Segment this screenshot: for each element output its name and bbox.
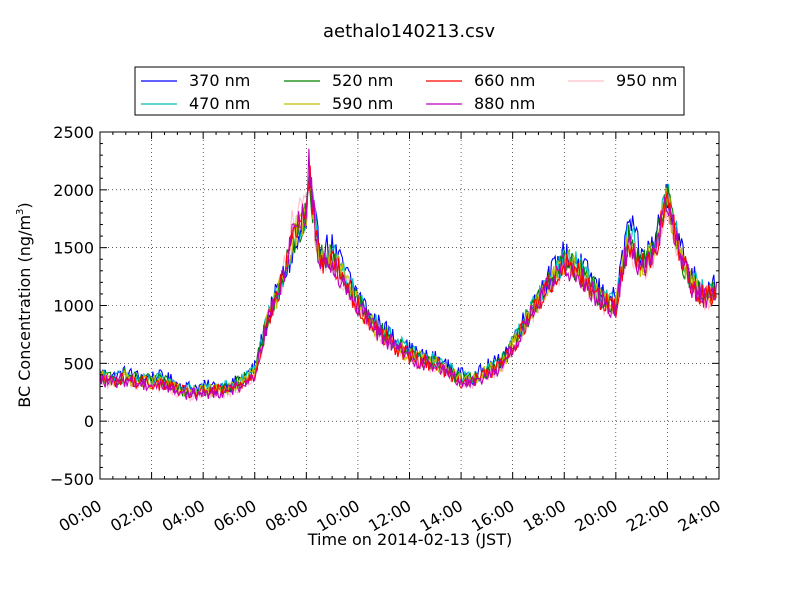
plot-area: [99, 131, 720, 480]
chart-title: aethalo140213.csv: [323, 21, 495, 42]
y-tick-label: 2000: [53, 181, 94, 200]
series-line-880-nm: [99, 148, 717, 402]
y-tick-label: 0: [84, 412, 94, 431]
y-tick-label: 1500: [53, 239, 94, 258]
y-tick-labels: −500 0 500 1000 1500 2000 2500: [50, 123, 94, 489]
y-tick-label: 500: [63, 354, 94, 373]
legend-entry: 880 nm: [426, 94, 535, 113]
series-lines: [99, 148, 717, 403]
legend-label: 660 nm: [474, 71, 535, 90]
legend-label: 590 nm: [332, 94, 393, 113]
legend-label: 880 nm: [474, 94, 535, 113]
legend-label: 470 nm: [189, 94, 250, 113]
y-axis-label-tail: ): [15, 202, 34, 208]
y-axis-label-main: BC Concentration (ng/m: [15, 215, 34, 408]
y-axis-label: BC Concentration (ng/m3): [15, 202, 34, 407]
y-axis-label-superscript: 3: [15, 209, 26, 215]
legend-entry: 660 nm: [426, 71, 535, 90]
axis-ticks: [99, 131, 720, 480]
y-tick-label: 1000: [53, 297, 94, 316]
y-tick-label: −500: [50, 470, 94, 489]
legend-entry: 950 nm: [568, 71, 677, 90]
legend-entry: 470 nm: [141, 94, 250, 113]
legend-entry: 520 nm: [284, 71, 393, 90]
legend-label: 950 nm: [616, 71, 677, 90]
x-axis-label: Time on 2014-02-13 (JST): [307, 530, 512, 549]
legend: 370 nm 470 nm 520 nm 590 nm 660 nm 880 nm 950 …: [134, 66, 685, 116]
legend-frame: [134, 66, 685, 116]
legend-label: 520 nm: [332, 71, 393, 90]
y-tick-label: 2500: [53, 123, 94, 142]
legend-label: 370 nm: [189, 71, 250, 90]
legend-entry: 370 nm: [141, 71, 250, 90]
legend-entry: 590 nm: [284, 94, 393, 113]
